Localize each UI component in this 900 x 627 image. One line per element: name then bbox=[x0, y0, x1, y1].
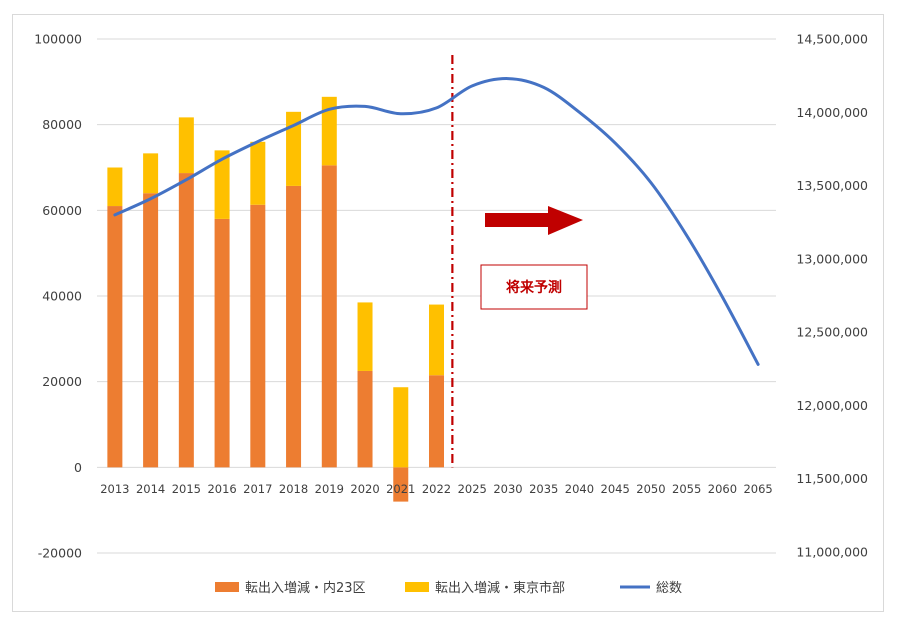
left-tick-label: 20000 bbox=[42, 374, 82, 389]
line-series bbox=[113, 77, 760, 366]
left-tick-label: -20000 bbox=[38, 546, 82, 561]
forecast-label: 将来予測 bbox=[506, 279, 562, 296]
bar-23ku bbox=[321, 165, 337, 468]
forecast-label-box bbox=[480, 264, 588, 310]
x-tick-label: 2019 bbox=[315, 482, 344, 496]
right-tick-label: 11,500,000 bbox=[796, 471, 868, 486]
bar-shibu bbox=[429, 304, 444, 376]
bar-23ku bbox=[393, 467, 409, 502]
legend-swatch bbox=[215, 582, 239, 592]
bar-shibu bbox=[250, 141, 266, 205]
gridlines bbox=[97, 38, 776, 554]
left-axis-ticks: 100000 80000 60000 40000 20000 0 -20000 bbox=[34, 32, 82, 561]
right-tick-label: 12,500,000 bbox=[796, 325, 868, 340]
left-tick-label: 60000 bbox=[42, 203, 82, 218]
legend-swatch bbox=[405, 582, 429, 592]
legend-label: 転出入増減・東京市部 bbox=[435, 580, 565, 596]
right-tick-label: 13,500,000 bbox=[796, 178, 868, 193]
left-tick-label: 100000 bbox=[34, 32, 82, 47]
bar-series bbox=[107, 96, 444, 502]
right-tick-label: 14,500,000 bbox=[796, 32, 868, 47]
x-tick-label: 2022 bbox=[422, 482, 451, 496]
x-tick-label: 2016 bbox=[207, 482, 236, 496]
bar-shibu bbox=[214, 150, 230, 219]
right-tick-label: 12,000,000 bbox=[796, 398, 868, 413]
x-tick-label: 2060 bbox=[708, 482, 737, 496]
right-tick-label: 11,000,000 bbox=[796, 545, 868, 560]
line-total bbox=[113, 77, 760, 366]
legend-label: 総数 bbox=[656, 581, 682, 596]
bar-23ku bbox=[143, 193, 159, 468]
left-tick-label: 0 bbox=[74, 460, 82, 475]
bar-shibu bbox=[178, 117, 194, 174]
arrow-right-icon bbox=[485, 206, 583, 235]
bar-23ku bbox=[357, 370, 373, 468]
x-axis-ticks: 2013 2014 2015 2016 2017 2018 2019 2020 2021 2022… bbox=[100, 482, 773, 496]
x-tick-label: 2030 bbox=[493, 482, 522, 496]
x-tick-label: 2055 bbox=[672, 482, 701, 496]
bar-23ku bbox=[107, 206, 123, 468]
bar-23ku bbox=[214, 218, 230, 468]
bar-shibu bbox=[286, 111, 302, 186]
bar-shibu bbox=[321, 96, 337, 166]
x-tick-label: 2065 bbox=[743, 482, 772, 496]
bar-shibu bbox=[357, 302, 373, 371]
x-tick-label: 2018 bbox=[279, 482, 308, 496]
x-tick-label: 2020 bbox=[350, 482, 379, 496]
x-tick-label: 2017 bbox=[243, 482, 272, 496]
x-tick-label: 2035 bbox=[529, 482, 558, 496]
left-tick-label: 80000 bbox=[42, 117, 82, 132]
bar-shibu bbox=[393, 387, 409, 468]
x-tick-label: 2050 bbox=[636, 482, 665, 496]
x-tick-label: 2014 bbox=[136, 482, 165, 496]
bar-23ku bbox=[178, 173, 194, 468]
right-axis-ticks: 14,500,000 14,000,000 13,500,000 13,000,000… bbox=[796, 32, 868, 560]
legend-label: 転出入増減・内23区 bbox=[245, 580, 366, 596]
right-tick-label: 14,000,000 bbox=[796, 105, 868, 120]
x-tick-label: 2045 bbox=[601, 482, 630, 496]
legend: 転出入増減・内23区 転出入増減・東京市部 総数 bbox=[215, 580, 682, 596]
forecast-annotation: 将来予測 bbox=[451, 55, 588, 468]
x-tick-label: 2040 bbox=[565, 482, 594, 496]
x-tick-label: 2015 bbox=[172, 482, 201, 496]
bar-23ku bbox=[250, 204, 266, 468]
right-tick-label: 13,000,000 bbox=[796, 251, 868, 266]
bar-23ku bbox=[429, 375, 444, 468]
x-tick-label: 2021 bbox=[386, 482, 415, 496]
bar-shibu bbox=[143, 153, 159, 194]
x-tick-label: 2013 bbox=[100, 482, 129, 496]
bar-23ku bbox=[286, 185, 302, 468]
x-tick-label: 2025 bbox=[458, 482, 487, 496]
left-tick-label: 40000 bbox=[42, 289, 82, 304]
bar-shibu bbox=[107, 167, 123, 207]
